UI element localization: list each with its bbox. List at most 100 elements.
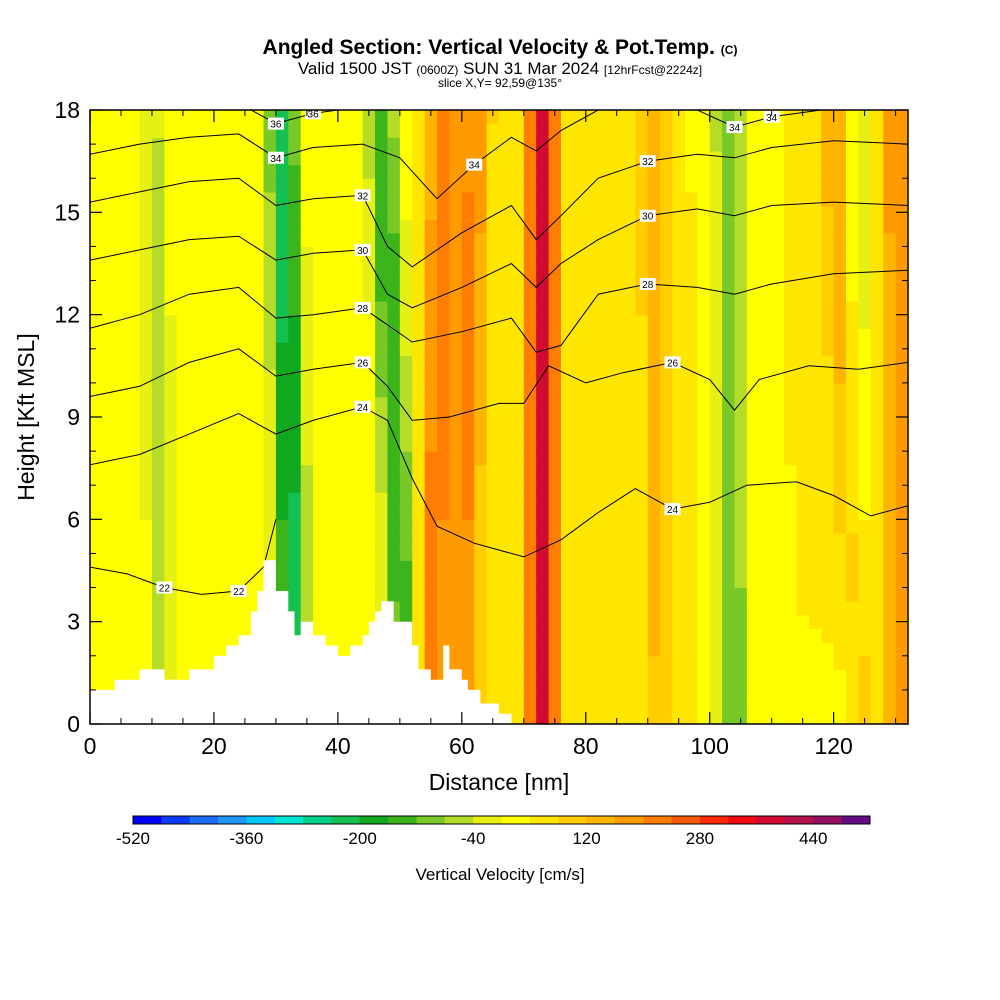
- velocity-cell: [560, 710, 574, 724]
- velocity-cell: [883, 205, 897, 220]
- velocity-cell: [424, 396, 438, 411]
- velocity-cell: [461, 110, 475, 125]
- velocity-cell: [573, 369, 587, 384]
- velocity-cell: [622, 123, 636, 138]
- velocity-cell: [548, 191, 562, 207]
- velocity-cell: [375, 355, 389, 370]
- velocity-cell: [474, 219, 488, 234]
- velocity-cell: [771, 382, 785, 398]
- velocity-cell: [883, 191, 897, 207]
- velocity-cell: [536, 205, 550, 220]
- velocity-cell: [523, 164, 537, 179]
- velocity-cell: [90, 150, 103, 166]
- velocity-cell: [337, 123, 351, 138]
- velocity-cell: [808, 710, 822, 724]
- velocity-cell: [821, 423, 835, 439]
- velocity-cell: [201, 328, 215, 343]
- velocity-cell: [821, 150, 835, 166]
- velocity-cell: [610, 683, 624, 698]
- velocity-cell: [573, 219, 587, 234]
- velocity-cell: [523, 110, 537, 125]
- velocity-cell: [337, 505, 351, 520]
- velocity-cell: [870, 532, 884, 548]
- velocity-cell: [759, 246, 773, 261]
- velocity-cell: [114, 355, 128, 370]
- velocity-cell: [226, 205, 240, 220]
- velocity-cell: [127, 423, 141, 439]
- velocity-cell: [883, 505, 897, 520]
- velocity-cell: [672, 410, 686, 425]
- velocity-cell: [437, 478, 451, 493]
- velocity-cell: [523, 287, 537, 302]
- velocity-cell: [598, 546, 612, 561]
- velocity-cell: [573, 150, 587, 166]
- velocity-cell: [114, 341, 128, 357]
- velocity-cell: [697, 505, 711, 520]
- velocity-cell: [833, 683, 847, 698]
- velocity-cell: [734, 464, 748, 479]
- velocity-cell: [399, 150, 413, 166]
- velocity-cell: [238, 423, 252, 439]
- velocity-cell: [437, 519, 451, 534]
- velocity-cell: [672, 191, 686, 207]
- velocity-cell: [759, 505, 773, 520]
- velocity-cell: [771, 505, 785, 520]
- velocity-cell: [548, 205, 562, 220]
- velocity-cell: [412, 382, 426, 398]
- velocity-cell: [821, 191, 835, 207]
- velocity-cell: [139, 137, 153, 152]
- velocity-cell: [833, 260, 847, 275]
- velocity-cell: [722, 150, 736, 166]
- velocity-cell: [610, 601, 624, 616]
- velocity-cell: [114, 614, 128, 630]
- velocity-cell: [709, 532, 723, 548]
- theta-contour-26: [90, 348, 908, 421]
- velocity-cell: [858, 546, 872, 561]
- velocity-cell: [598, 519, 612, 534]
- velocity-cell: [808, 219, 822, 234]
- velocity-cell: [511, 164, 525, 179]
- velocity-cell: [858, 123, 872, 138]
- velocity-cell: [734, 219, 748, 234]
- velocity-cell: [610, 410, 624, 425]
- velocity-cell: [771, 423, 785, 439]
- velocity-cell: [238, 451, 252, 466]
- velocity-cell: [858, 287, 872, 302]
- velocity-cell: [821, 573, 835, 589]
- velocity-cell: [883, 110, 897, 125]
- velocity-cell: [895, 710, 908, 724]
- velocity-cell: [313, 123, 327, 138]
- velocity-cell: [139, 150, 153, 166]
- velocity-cell: [325, 178, 339, 193]
- theta-label: 32: [357, 191, 369, 202]
- velocity-cell: [870, 683, 884, 698]
- velocity-cell: [238, 355, 252, 370]
- velocity-cell: [399, 601, 413, 616]
- velocity-cell: [437, 628, 451, 643]
- velocity-cell: [139, 205, 153, 220]
- velocity-cell: [412, 328, 426, 343]
- velocity-cell: [275, 532, 289, 548]
- velocity-cell: [585, 628, 599, 643]
- velocity-cell: [313, 614, 327, 630]
- velocity-cell: [833, 546, 847, 561]
- velocity-cell: [784, 532, 798, 548]
- velocity-cell: [263, 355, 277, 370]
- velocity-cell: [796, 587, 810, 602]
- velocity-cell: [499, 410, 512, 425]
- velocity-cell: [263, 437, 277, 452]
- velocity-cell: [90, 532, 103, 548]
- velocity-cell: [660, 601, 674, 616]
- velocity-cell: [325, 287, 339, 302]
- velocity-cell: [437, 164, 451, 179]
- velocity-cell: [647, 355, 661, 370]
- velocity-cell: [598, 191, 612, 207]
- velocity-cell: [821, 137, 835, 152]
- velocity-cell: [709, 219, 723, 234]
- velocity-cell: [102, 478, 116, 493]
- velocity-cell: [784, 246, 798, 261]
- velocity-cell: [164, 137, 178, 152]
- velocity-cell: [796, 546, 810, 561]
- velocity-cell: [548, 655, 562, 671]
- velocity-cell: [846, 683, 860, 698]
